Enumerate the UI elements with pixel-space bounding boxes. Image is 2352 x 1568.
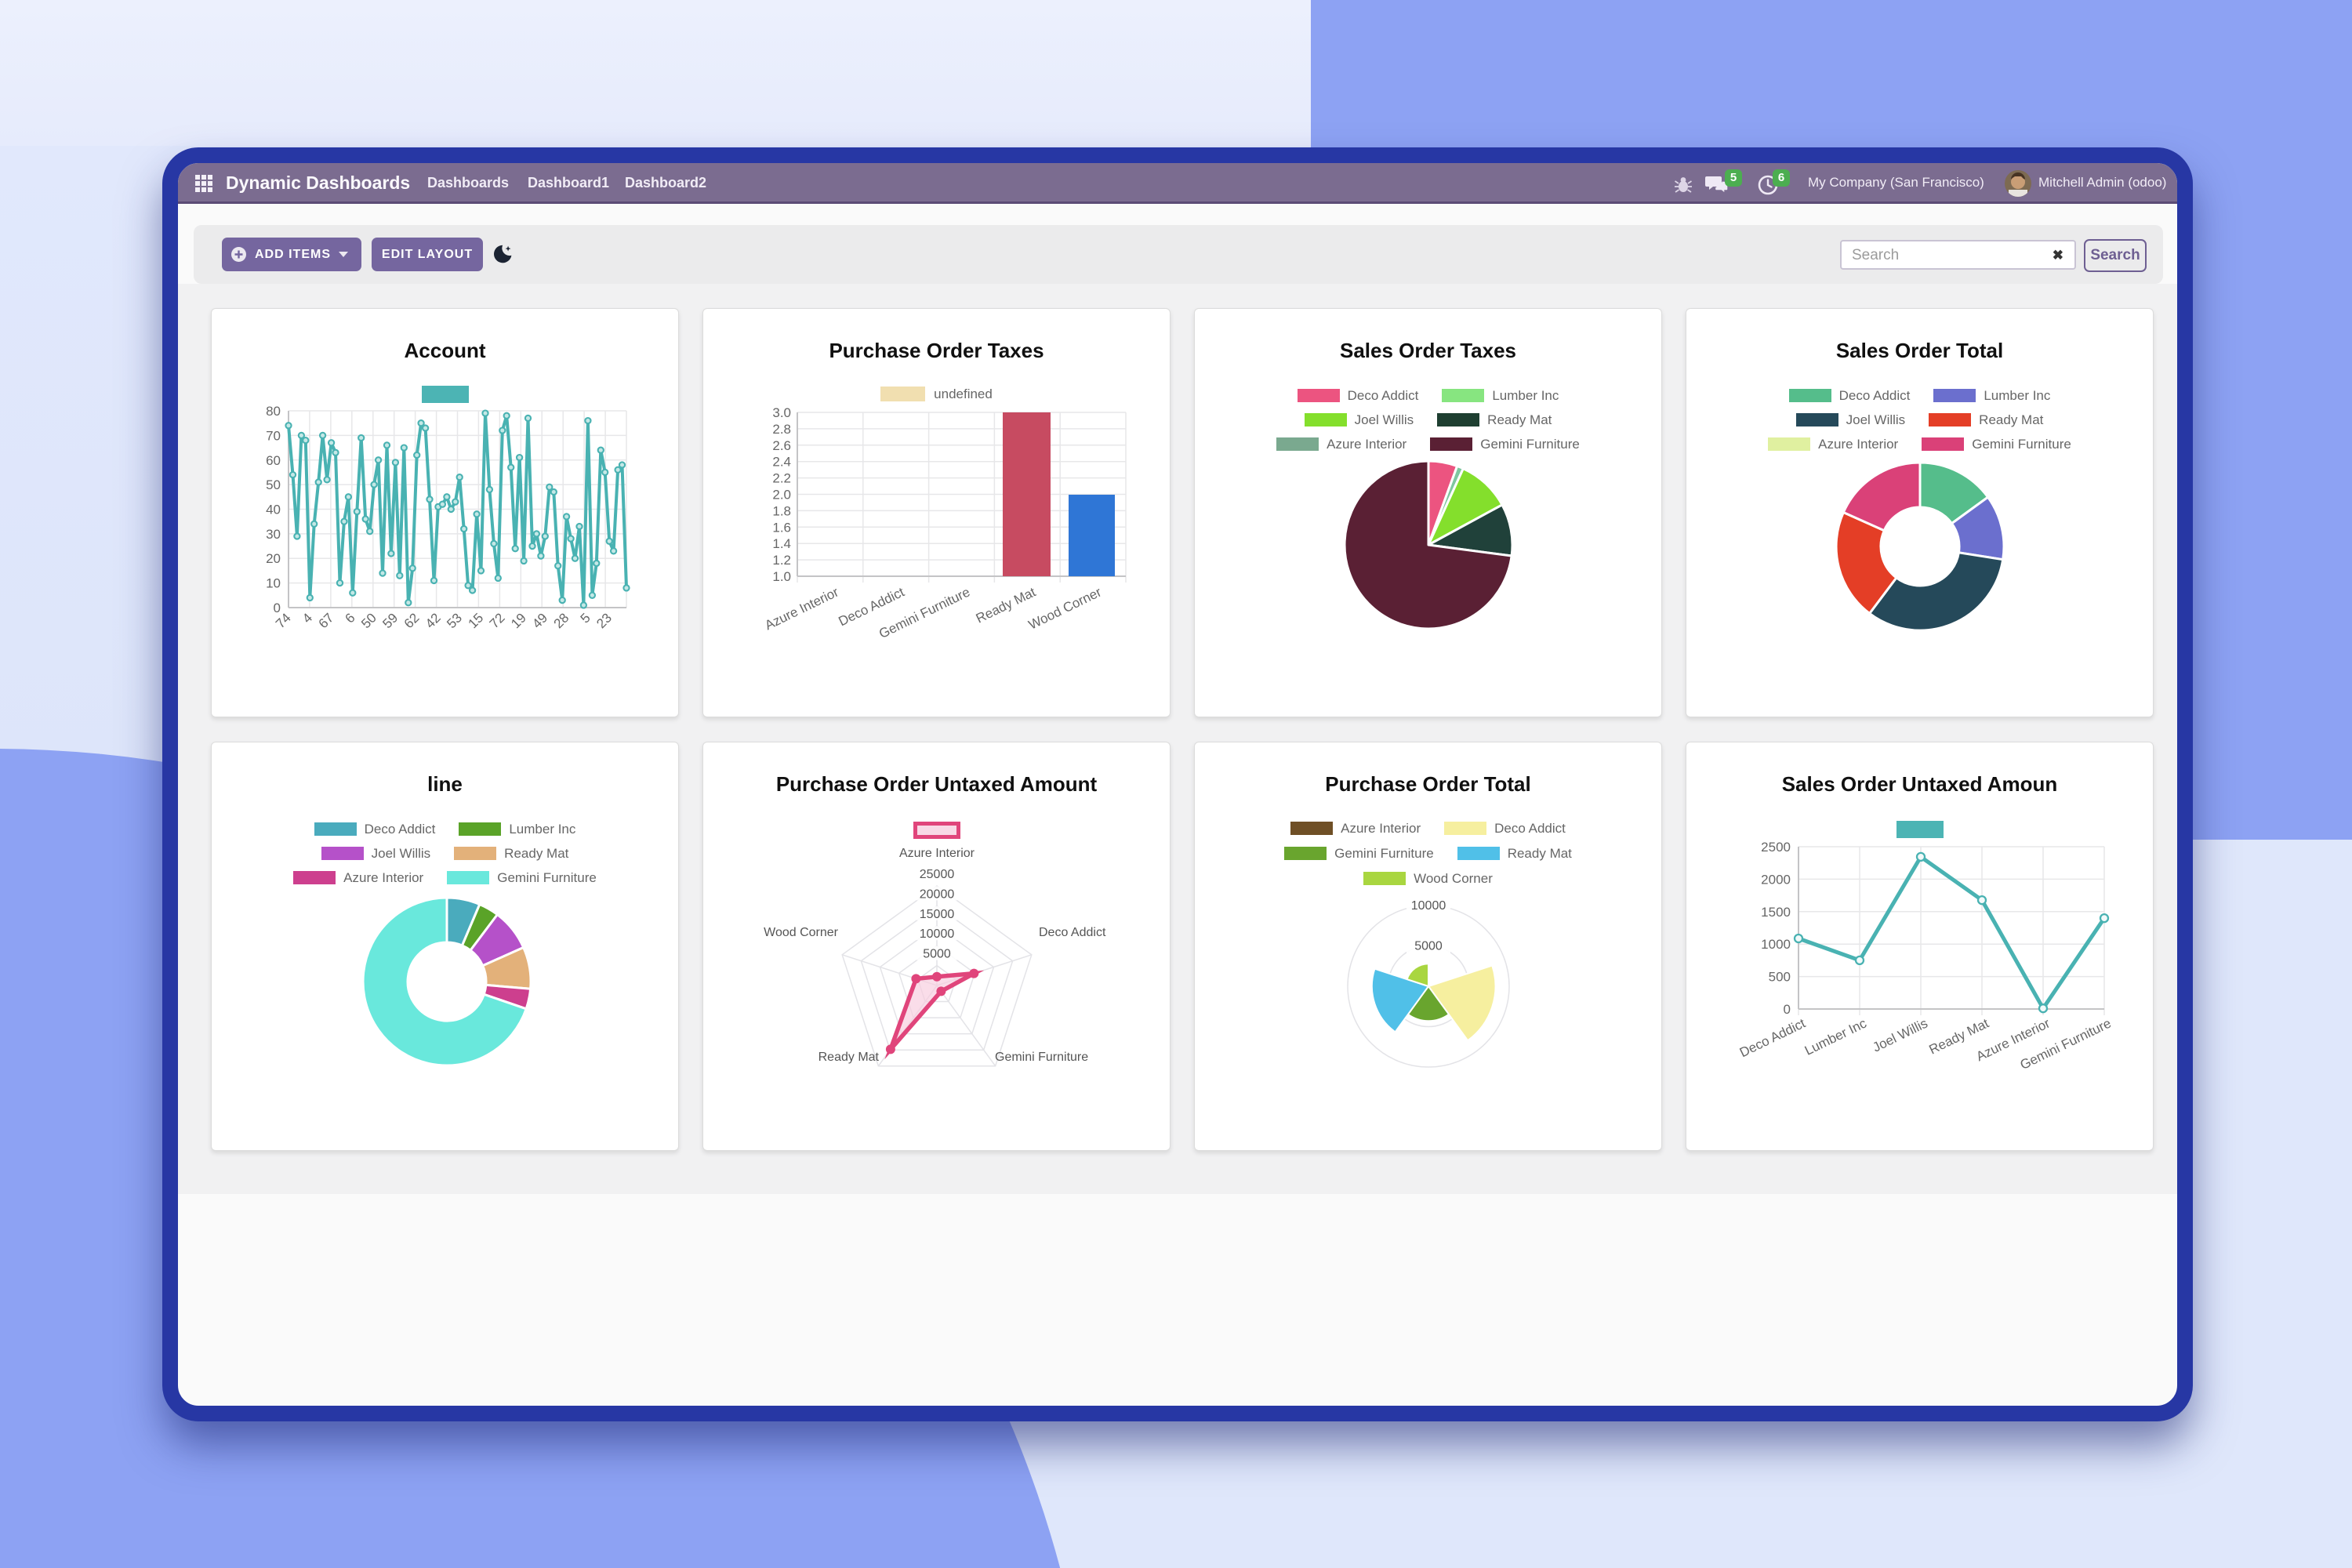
svg-text:Lumber Inc: Lumber Inc: [1802, 1015, 1869, 1058]
svg-text:1.6: 1.6: [772, 520, 791, 535]
svg-text:Deco Addict: Deco Addict: [1737, 1015, 1808, 1060]
svg-text:Gemini Furniture: Gemini Furniture: [995, 1051, 1088, 1064]
svg-text:Deco Addict: Deco Addict: [1039, 926, 1106, 939]
svg-text:0: 0: [274, 601, 281, 615]
svg-text:19: 19: [508, 610, 529, 631]
svg-text:25000: 25000: [920, 868, 955, 881]
svg-text:10000: 10000: [1411, 899, 1446, 913]
svg-text:15000: 15000: [920, 908, 955, 921]
svg-text:6: 6: [342, 610, 358, 626]
svg-text:1000: 1000: [1761, 937, 1791, 952]
svg-text:500: 500: [1769, 970, 1791, 985]
svg-text:Wood Corner: Wood Corner: [764, 926, 839, 939]
svg-text:23: 23: [593, 610, 615, 631]
svg-text:1.4: 1.4: [772, 536, 791, 551]
svg-text:59: 59: [379, 610, 401, 631]
svg-text:Azure Interior: Azure Interior: [763, 584, 841, 633]
svg-text:Ready Mat: Ready Mat: [818, 1051, 880, 1064]
svg-text:2.0: 2.0: [772, 488, 791, 503]
svg-text:28: 28: [551, 610, 572, 631]
svg-text:1.2: 1.2: [772, 553, 791, 568]
svg-text:40: 40: [266, 503, 281, 517]
svg-text:50: 50: [266, 477, 281, 492]
svg-text:5000: 5000: [1414, 940, 1443, 953]
svg-text:70: 70: [266, 428, 281, 443]
svg-text:Joel Willis: Joel Willis: [1871, 1016, 1930, 1055]
svg-text:1.0: 1.0: [772, 569, 791, 584]
svg-text:1.8: 1.8: [772, 503, 791, 518]
svg-text:Azure Interior: Azure Interior: [899, 847, 975, 860]
svg-text:2.6: 2.6: [772, 438, 791, 453]
svg-text:2500: 2500: [1761, 840, 1791, 855]
svg-text:20: 20: [266, 551, 281, 566]
svg-text:0: 0: [1784, 1002, 1791, 1017]
svg-text:10000: 10000: [920, 927, 955, 941]
svg-text:72: 72: [487, 610, 508, 631]
svg-text:30: 30: [266, 527, 281, 542]
svg-text:53: 53: [444, 610, 465, 631]
svg-text:4: 4: [299, 610, 315, 626]
svg-text:80: 80: [266, 404, 281, 419]
svg-text:3.0: 3.0: [772, 405, 791, 420]
svg-text:15: 15: [466, 610, 487, 631]
svg-text:1500: 1500: [1761, 905, 1791, 920]
svg-text:42: 42: [423, 610, 444, 631]
svg-text:2.4: 2.4: [772, 455, 791, 470]
svg-text:2000: 2000: [1761, 872, 1791, 887]
svg-text:10: 10: [266, 576, 281, 591]
svg-text:62: 62: [401, 610, 423, 631]
svg-text:5000: 5000: [923, 948, 951, 961]
svg-text:5: 5: [578, 610, 593, 626]
svg-text:2.2: 2.2: [772, 471, 791, 486]
svg-text:Wood Corner: Wood Corner: [1026, 584, 1104, 632]
svg-text:50: 50: [358, 610, 379, 631]
svg-text:60: 60: [266, 453, 281, 468]
svg-text:67: 67: [316, 610, 337, 631]
svg-text:20000: 20000: [920, 887, 955, 901]
svg-text:2.8: 2.8: [772, 422, 791, 437]
svg-text:49: 49: [529, 610, 550, 631]
